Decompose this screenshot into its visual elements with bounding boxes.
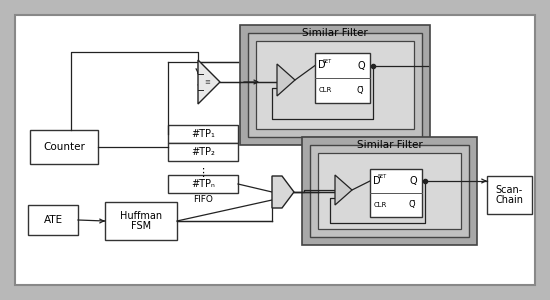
Text: Counter: Counter bbox=[43, 142, 85, 152]
Text: ⋮: ⋮ bbox=[197, 168, 208, 178]
Text: ≡: ≡ bbox=[204, 79, 210, 85]
Text: #TP₂: #TP₂ bbox=[191, 147, 215, 157]
Text: Q̅: Q̅ bbox=[357, 86, 364, 95]
Text: Huffman: Huffman bbox=[120, 211, 162, 221]
Bar bbox=[487, 176, 532, 214]
Text: ATE: ATE bbox=[43, 215, 63, 225]
Text: #TPₙ: #TPₙ bbox=[191, 179, 215, 189]
Bar bbox=[302, 137, 477, 245]
Text: Q: Q bbox=[357, 61, 365, 70]
Polygon shape bbox=[335, 175, 352, 205]
Bar bbox=[168, 143, 238, 161]
Polygon shape bbox=[198, 60, 220, 104]
Text: D: D bbox=[318, 61, 326, 70]
Text: SET: SET bbox=[377, 175, 387, 179]
Bar bbox=[315, 53, 370, 103]
Text: Scan-: Scan- bbox=[496, 185, 523, 195]
Bar bbox=[248, 33, 422, 137]
Polygon shape bbox=[272, 176, 294, 208]
Text: SET: SET bbox=[322, 59, 332, 64]
Text: FSM: FSM bbox=[131, 221, 151, 231]
Text: CLR: CLR bbox=[373, 202, 387, 208]
Text: Q̅: Q̅ bbox=[409, 200, 415, 209]
Text: Similar Filter: Similar Filter bbox=[302, 28, 368, 38]
Bar bbox=[240, 25, 430, 145]
Polygon shape bbox=[277, 64, 295, 96]
Bar bbox=[168, 125, 238, 143]
Text: D: D bbox=[373, 176, 381, 186]
Bar bbox=[318, 153, 461, 229]
Text: Q: Q bbox=[409, 176, 417, 186]
Text: #TP₁: #TP₁ bbox=[191, 129, 215, 139]
Text: Similar Filter: Similar Filter bbox=[356, 140, 422, 150]
Text: CLR: CLR bbox=[318, 88, 332, 94]
Text: FIFO: FIFO bbox=[193, 196, 213, 205]
Bar bbox=[310, 145, 469, 237]
Text: Chain: Chain bbox=[496, 195, 524, 205]
Bar bbox=[168, 175, 238, 193]
Bar bbox=[256, 41, 414, 129]
Bar bbox=[28, 205, 78, 235]
Bar bbox=[105, 202, 177, 240]
Bar bbox=[30, 130, 98, 164]
Bar bbox=[370, 169, 422, 217]
